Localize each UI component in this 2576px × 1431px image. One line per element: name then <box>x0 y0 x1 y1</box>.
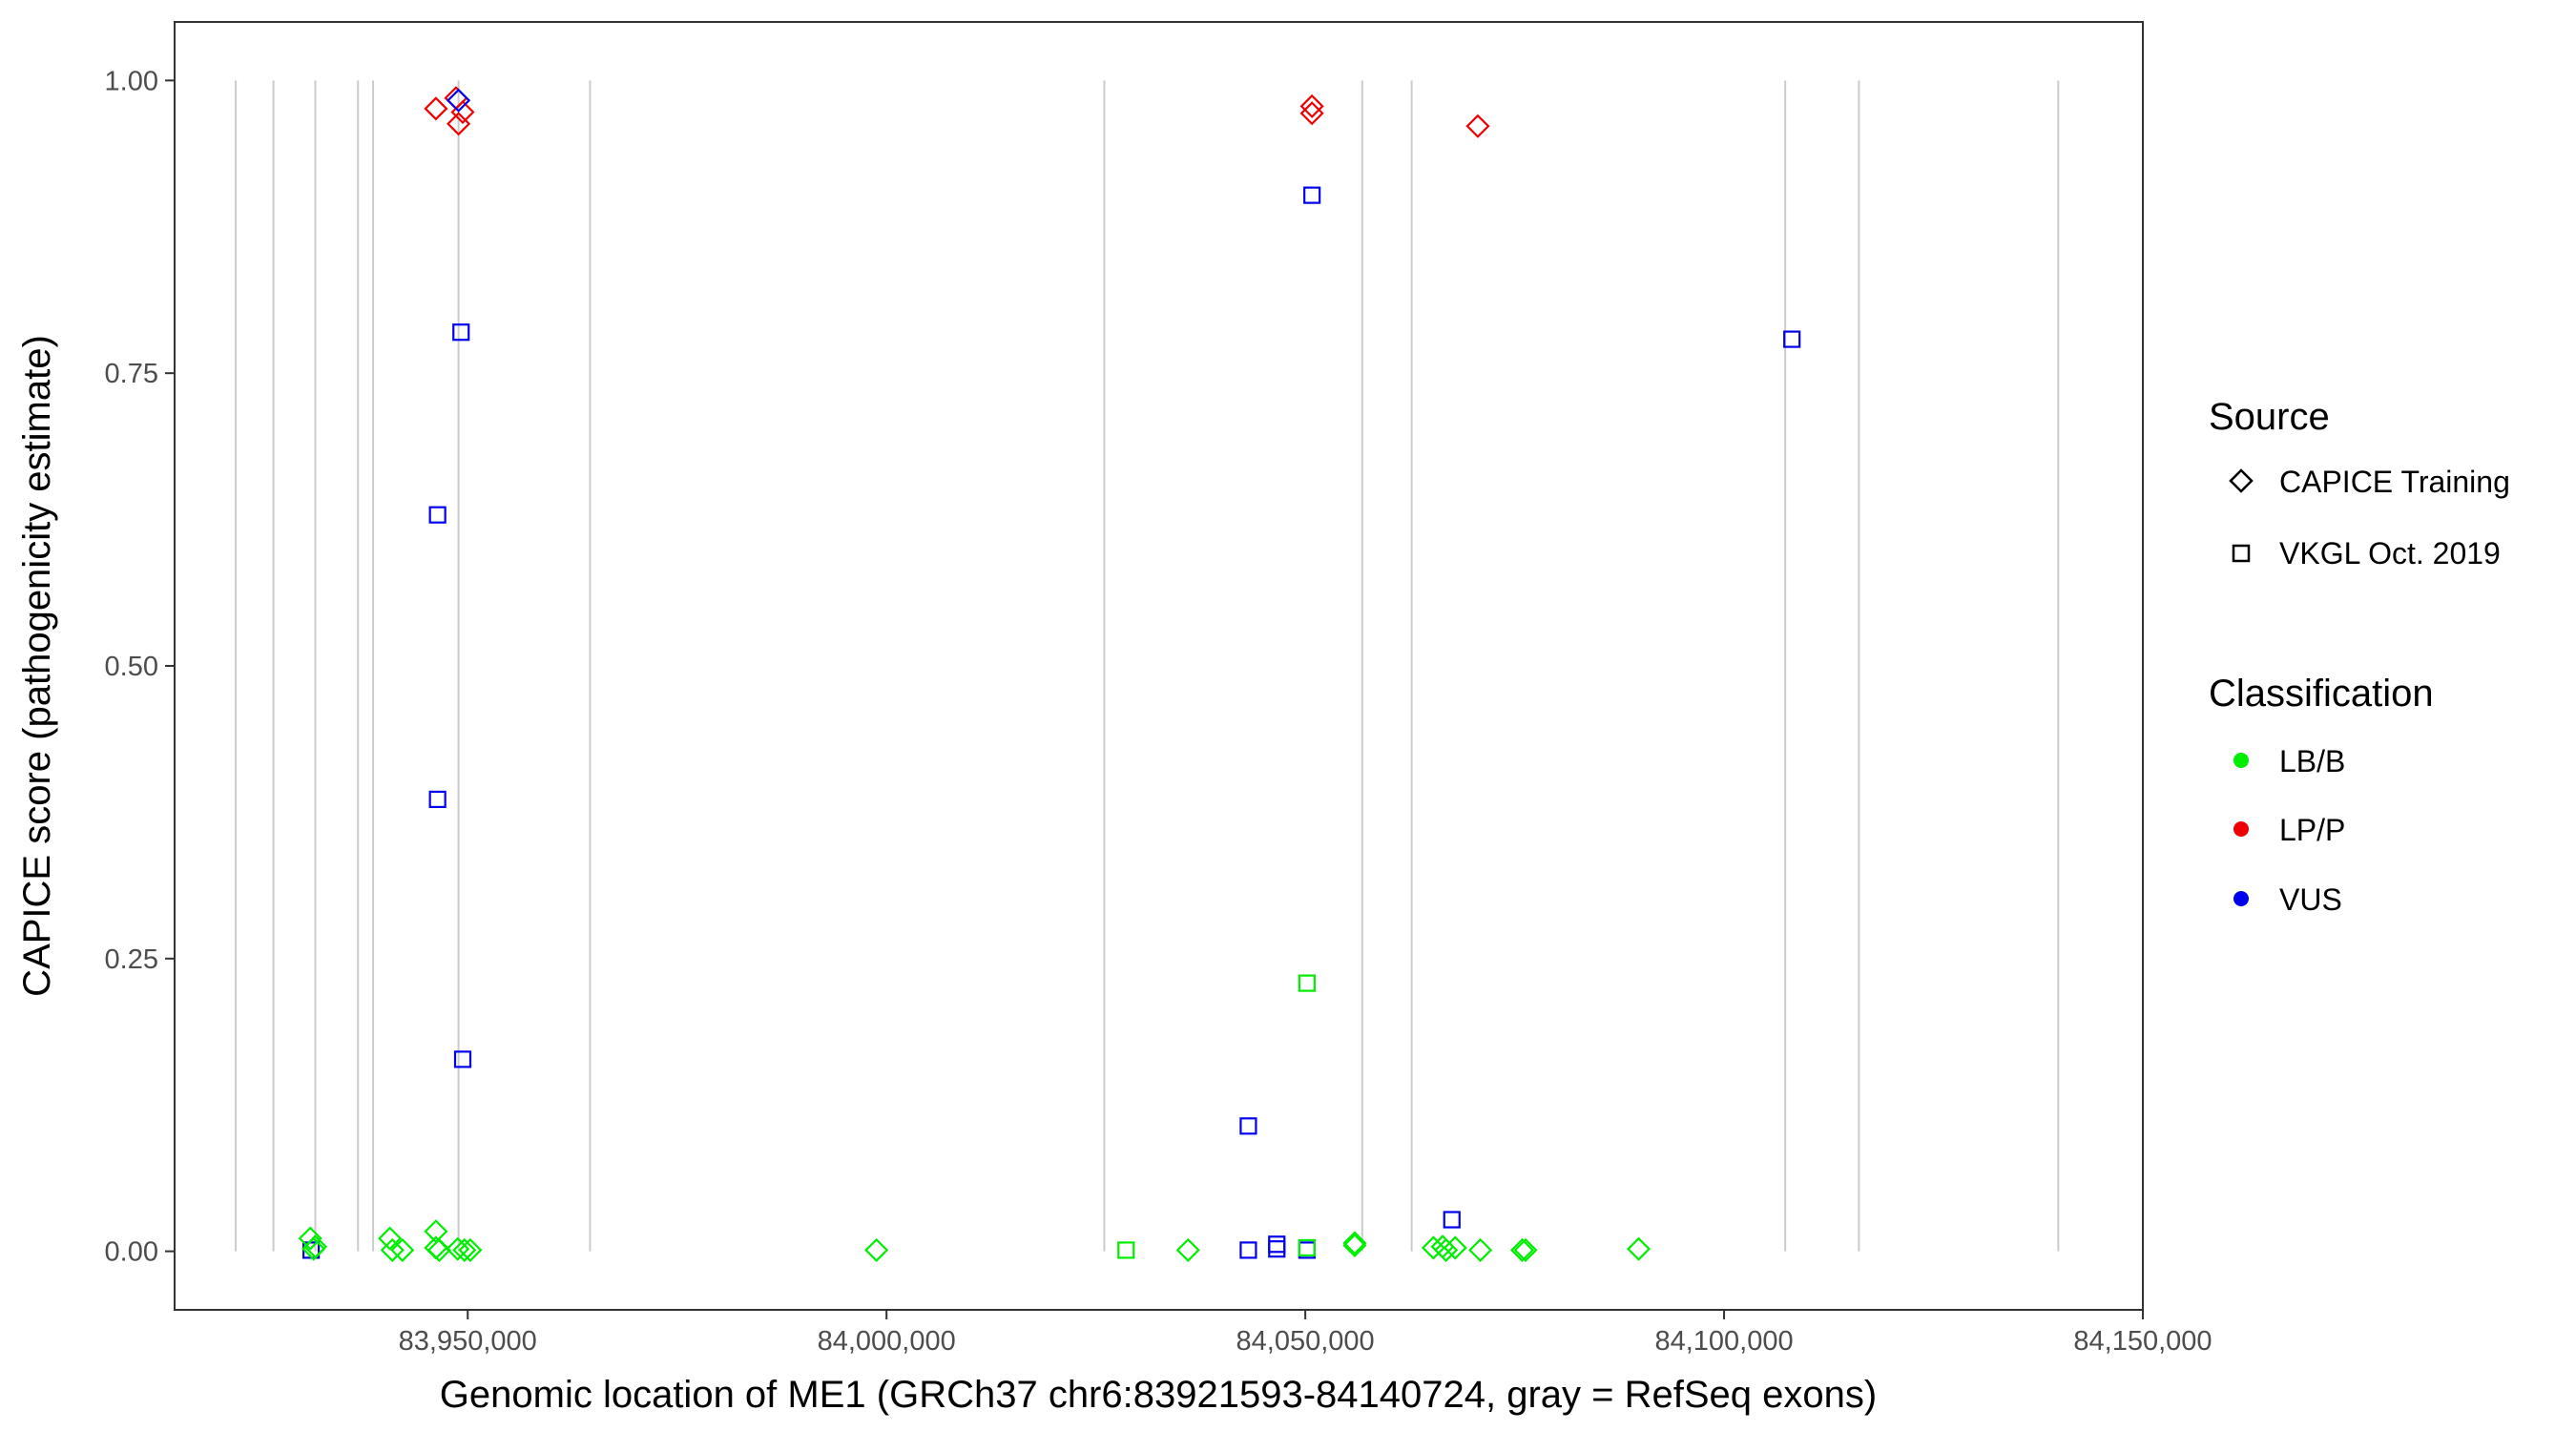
legend-lbb-dot-icon <box>2233 753 2249 768</box>
y-tick-label: 0.25 <box>105 944 158 975</box>
legend-source-label-training: CAPICE Training <box>2279 465 2510 499</box>
axes: 83,950,000 84,000,000 84,050,000 84,100,000… <box>105 66 2212 1357</box>
point-diamond <box>1175 1237 1200 1262</box>
legend: Source CAPICE Training VKGL Oct. 2019 Cl… <box>2209 396 2510 917</box>
point-square <box>452 323 470 342</box>
point-square <box>1298 1238 1316 1257</box>
point-square <box>428 506 447 524</box>
point-diamond <box>1443 1235 1467 1260</box>
point-square <box>428 790 447 809</box>
point-diamond <box>447 88 471 113</box>
point-diamond <box>458 1237 483 1262</box>
point-diamond <box>298 1226 322 1251</box>
point-diamond <box>1468 1237 1493 1262</box>
x-tick-label: 84,100,000 <box>1654 1326 1793 1357</box>
point-diamond <box>1434 1237 1459 1262</box>
legend-source-title: Source <box>2209 396 2330 438</box>
point-diamond <box>1342 1231 1367 1255</box>
point-square <box>1239 1117 1257 1135</box>
point-square <box>1239 1241 1257 1259</box>
y-tick-label: 0.75 <box>105 359 158 389</box>
point-diamond <box>1342 1233 1367 1258</box>
legend-classification-title: Classification <box>2209 673 2434 715</box>
point-square <box>1783 330 1801 348</box>
legend-class-label-lpp: LP/P <box>2279 813 2345 847</box>
point-diamond <box>380 1237 405 1262</box>
data-points <box>298 86 1801 1262</box>
legend-class-label-vus: VUS <box>2279 882 2342 917</box>
legend-lpp-dot-icon <box>2233 821 2249 837</box>
point-diamond <box>1513 1237 1538 1262</box>
legend-diamond-icon <box>2229 468 2254 493</box>
point-diamond <box>1299 93 1324 118</box>
point-square <box>1268 1240 1286 1258</box>
y-tick-label: 0.00 <box>105 1237 158 1268</box>
point-square <box>453 1050 472 1068</box>
point-diamond <box>1299 101 1324 126</box>
y-axis-title: CAPICE score (pathogenicity estimate) <box>16 335 58 997</box>
x-tick-label: 84,150,000 <box>2073 1326 2212 1357</box>
point-diamond <box>452 1237 477 1262</box>
point-square <box>1117 1241 1135 1259</box>
x-axis-title: Genomic location of ME1 (GRCh37 chr6:839… <box>440 1374 1877 1416</box>
legend-source-label-vkgl: VKGL Oct. 2019 <box>2279 536 2501 570</box>
exon-lines <box>235 80 2060 1252</box>
y-tick-label: 1.00 <box>105 66 158 96</box>
point-square <box>1303 186 1321 204</box>
point-diamond <box>378 1226 403 1251</box>
point-diamond <box>390 1237 415 1262</box>
point-diamond <box>424 96 448 121</box>
y-tick-label: 0.50 <box>105 652 158 682</box>
legend-class-label-lbb: LB/B <box>2279 744 2345 778</box>
point-diamond <box>864 1237 889 1262</box>
legend-square-icon <box>2232 544 2251 563</box>
point-square <box>1298 974 1316 992</box>
point-diamond <box>1509 1237 1535 1262</box>
x-tick-label: 84,050,000 <box>1236 1326 1375 1357</box>
point-diamond <box>1626 1236 1652 1261</box>
point-diamond <box>426 1237 451 1262</box>
x-tick-label: 84,000,000 <box>818 1326 956 1357</box>
legend-vus-dot-icon <box>2233 891 2249 906</box>
point-diamond <box>302 1234 328 1259</box>
point-diamond <box>1465 114 1490 138</box>
x-tick-label: 83,950,000 <box>399 1326 537 1357</box>
point-square <box>1443 1211 1461 1229</box>
